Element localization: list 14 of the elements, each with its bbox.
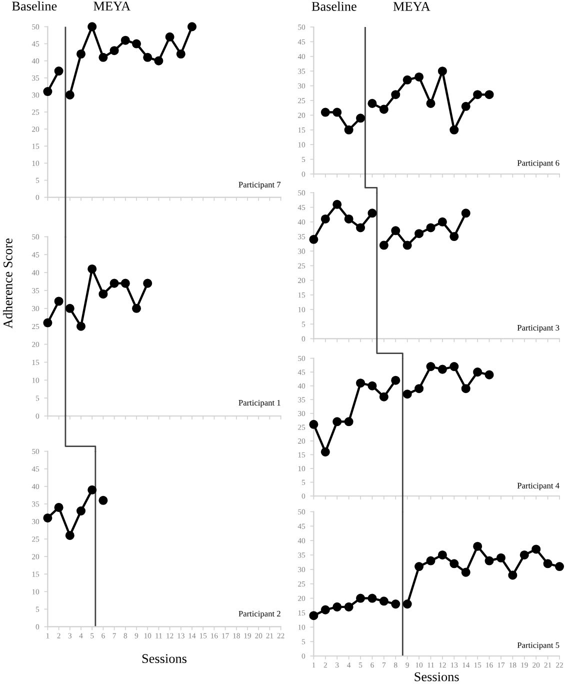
- text: MEYA: [393, 2, 430, 11]
- text: Participant 4: [517, 482, 560, 490]
- x-axis-title: Sessions: [142, 654, 186, 664]
- x-axis-title: Sessions: [414, 672, 459, 682]
- text: Participant 1: [238, 400, 280, 408]
- text: Baseline: [12, 1, 57, 11]
- text: Participant 6: [517, 160, 560, 168]
- text: Participant 7: [238, 182, 281, 190]
- text: Participant 3: [517, 324, 560, 332]
- text: Participant 2: [238, 610, 280, 618]
- text: Baseline: [312, 2, 356, 11]
- text: MEYA: [94, 2, 131, 10]
- y-axis-title: Adherence Score: [3, 238, 12, 328]
- text: Participant 5: [517, 642, 560, 650]
